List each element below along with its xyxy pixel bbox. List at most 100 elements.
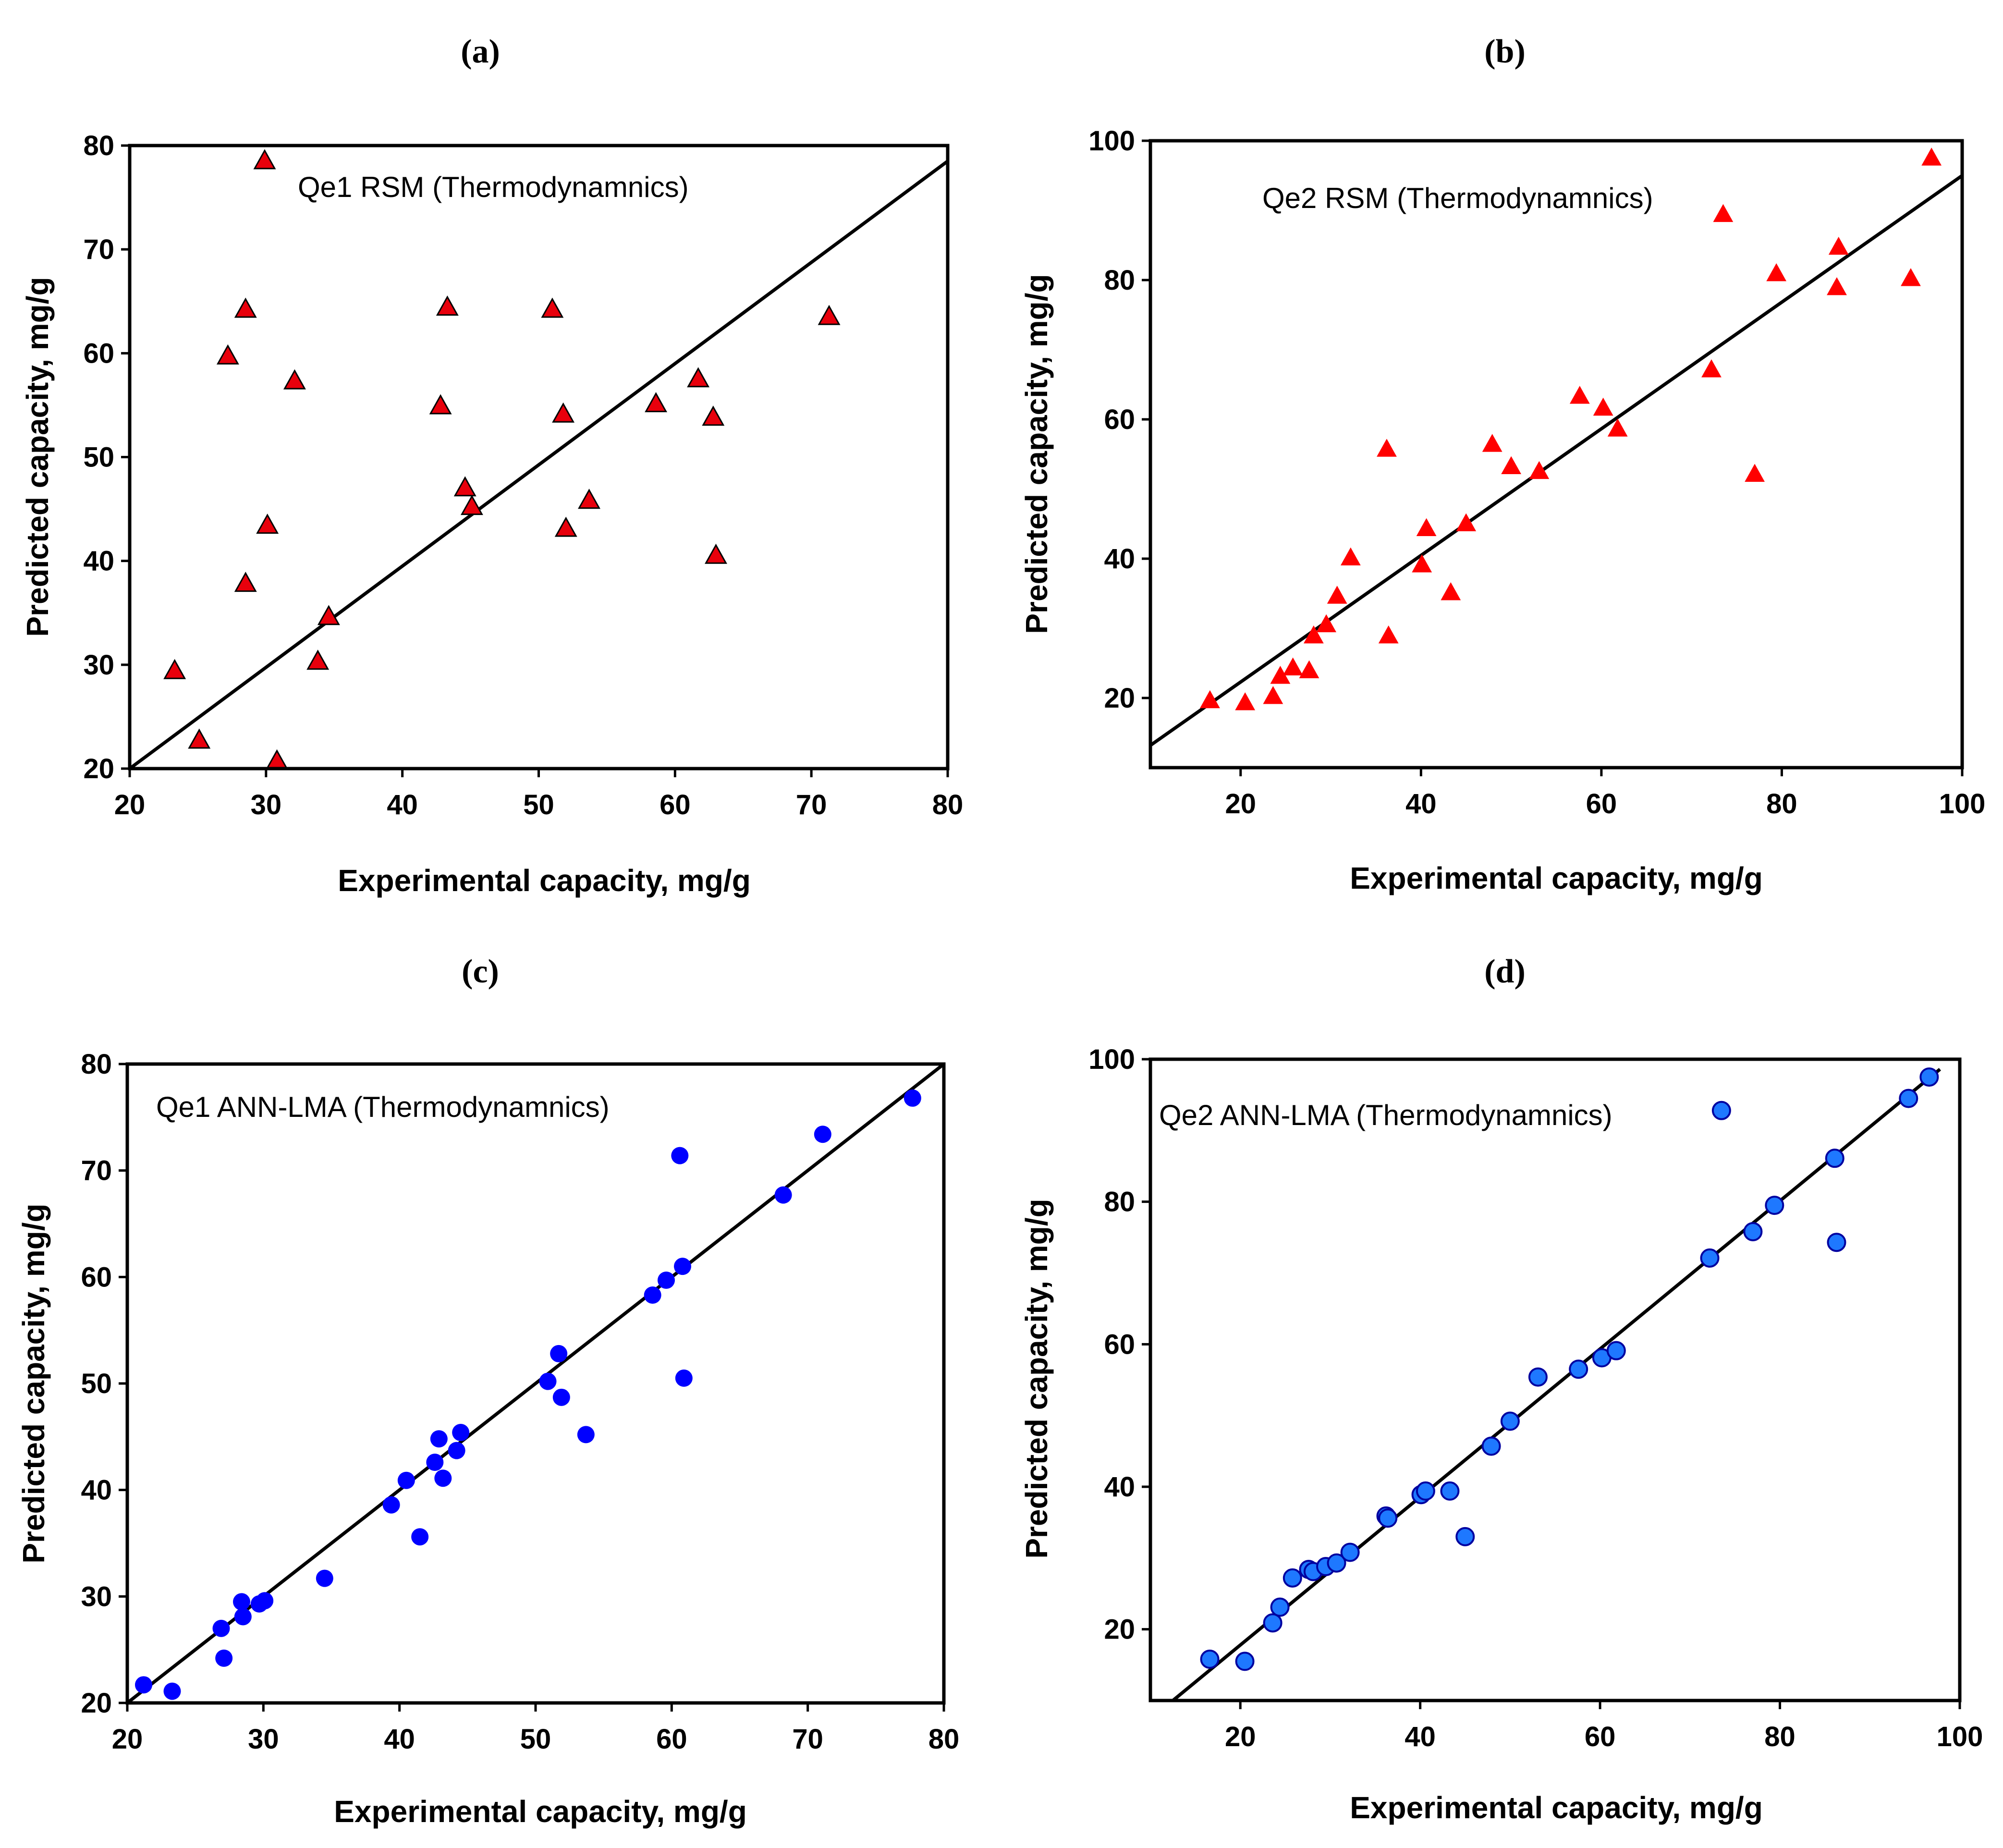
panel-a-ticks: 20 30 40 50 60 70 80 20 30 40 50 60 70 80: [83, 130, 963, 820]
panel-d-legend: Qe2 ANN-LMA (Thermodynamnics): [1159, 1099, 1612, 1131]
panel-a-data-point: [266, 749, 288, 770]
panel-d-y-tick-label: 60: [1104, 1329, 1135, 1360]
panel-c-fit-line: [126, 1063, 945, 1704]
panel-d-x-tick-label: 60: [1585, 1721, 1616, 1752]
panel-b-x-tick-label: 60: [1586, 788, 1617, 820]
panel-c-y-tick-label: 80: [81, 1049, 112, 1080]
panel-a-data-point: [317, 605, 340, 625]
panel-d: (d) 20 40 60 80 100 20 40 60 80 100 Qe2 ANN-LMA (…: [1019, 953, 1983, 1825]
panel-d-y-axis-title: Predicted capacity, mg/g: [1019, 1199, 1054, 1558]
panel-c-label: (c): [462, 953, 499, 990]
panel-a-data-point: [234, 572, 257, 592]
panel-a-y-tick-label: 20: [83, 753, 114, 784]
panel-a-label: (a): [461, 33, 500, 70]
panel-c-data-point: [539, 1372, 557, 1390]
panel-b-data-point: [1828, 236, 1849, 255]
panel-a-data-point: [818, 305, 841, 325]
panel-d-data-point: [1899, 1089, 1918, 1108]
panel-b-data-point: [1482, 434, 1502, 452]
panel-a-x-tick-label: 70: [796, 789, 827, 820]
panel-b-data-point: [1327, 586, 1347, 604]
panel-a-data-point: [256, 514, 279, 534]
panel-d-data-point: [1340, 1542, 1360, 1562]
panel-a-data-point: [541, 297, 564, 318]
panel-a-x-tick-label: 30: [251, 789, 282, 820]
panel-d-data-point: [1378, 1508, 1398, 1528]
panel-d-x-tick-label: 100: [1937, 1721, 1983, 1752]
panel-c-data-point: [397, 1471, 415, 1489]
panel-d-data-point: [1500, 1411, 1520, 1431]
panel-c-data-point: [552, 1388, 570, 1406]
panel-d-y-tick-label: 40: [1104, 1471, 1135, 1503]
panel-b-y-tick-label: 60: [1104, 404, 1135, 435]
panel-b-data-point: [1282, 657, 1303, 676]
panel-d-data-point: [1200, 1649, 1220, 1669]
panel-b-label: (b): [1484, 33, 1526, 70]
panel-a-legend: Qe1 RSM (Thermodynamnics): [298, 171, 689, 203]
panel-d-data-point: [1606, 1341, 1626, 1360]
panel-a-x-axis-title: Experimental capacity, mg/g: [338, 863, 751, 898]
panel-c-legend: Qe1 ANN-LMA (Thermodynamnics): [156, 1091, 610, 1123]
panel-c-data-point: [215, 1649, 233, 1667]
panel-d-data-point: [1919, 1067, 1939, 1087]
panel-d-x-axis-title: Experimental capacity, mg/g: [1350, 1790, 1763, 1825]
panel-a-x-tick-label: 40: [387, 789, 418, 820]
panel-b-data-point: [1607, 418, 1628, 437]
panel-a: (a) 20 30 40 50 60 70 80 20 30 40 50 60 70 80 Qe1 RSM…: [20, 33, 963, 898]
panel-b-data-point: [1456, 513, 1477, 531]
panel-b-data-point: [1441, 582, 1461, 600]
panel-b-data-point: [1827, 277, 1847, 295]
panel-d-plot-frame: [1148, 1057, 1962, 1702]
panel-d-points: [1200, 1067, 1939, 1671]
panel-c-y-tick-label: 20: [81, 1688, 112, 1719]
panel-d-data-point: [1235, 1652, 1255, 1671]
panel-c-x-axis-title: Experimental capacity, mg/g: [334, 1794, 747, 1829]
panel-c-y-tick-label: 30: [81, 1581, 112, 1612]
panel-b-data-point: [1340, 547, 1361, 565]
panel-b-y-axis-title: Predicted capacity, mg/g: [1019, 274, 1054, 634]
panel-d-data-point: [1263, 1613, 1282, 1633]
panel-d-y-tick-label: 100: [1088, 1044, 1135, 1075]
panel-c-data-point: [163, 1682, 181, 1700]
panel-b-data-point: [1501, 456, 1522, 474]
panel-a-data-point: [453, 476, 476, 497]
panel-c-data-point: [904, 1089, 921, 1107]
panel-b-data-point: [1745, 464, 1765, 482]
panel-c-x-tick-label: 20: [112, 1724, 143, 1755]
panel-c-x-tick-label: 80: [928, 1724, 960, 1755]
panel-a-data-point: [253, 149, 276, 170]
panel-c-y-axis-title: Predicted capacity, mg/g: [16, 1203, 51, 1563]
panel-d-data-point: [1528, 1367, 1548, 1387]
panel-a-y-tick-label: 40: [83, 546, 114, 577]
panel-b: (b) 20 40 60 80 100 20 40 60 80 100 Qe2 RSM (Ther…: [1019, 33, 1985, 895]
panel-a-y-tick-label: 70: [83, 234, 114, 265]
panel-b-data-point: [1766, 263, 1787, 281]
panel-a-y-tick-label: 50: [83, 442, 114, 473]
panel-d-fit-line-group: [1172, 1068, 1942, 1702]
panel-d-x-tick-label: 80: [1764, 1721, 1795, 1752]
panel-c-data-point: [233, 1593, 250, 1611]
panel-b-y-tick-label: 80: [1104, 265, 1135, 296]
panel-c: (c) 20 30 40 50 60 70 80 20 30 40 50 60 70 80 Qe1 ANN…: [16, 953, 959, 1829]
panel-c-x-tick-label: 60: [656, 1724, 687, 1755]
panel-a-data-point: [552, 402, 575, 423]
panel-c-data-point: [430, 1430, 448, 1448]
panel-b-y-tick-label: 40: [1104, 543, 1135, 575]
panel-d-data-point: [1825, 1149, 1844, 1168]
panel-d-y-tick-label: 20: [1104, 1614, 1135, 1645]
panel-c-data-point: [316, 1569, 333, 1587]
panel-a-y-tick-label: 30: [83, 649, 114, 681]
panel-b-data-point: [1270, 666, 1291, 684]
panel-b-data-point: [1299, 660, 1319, 678]
panel-c-data-point: [256, 1592, 274, 1610]
panel-c-data-point: [644, 1286, 661, 1304]
panel-b-data-point: [1200, 690, 1220, 709]
panel-d-data-point: [1765, 1196, 1784, 1215]
panel-c-data-point: [452, 1423, 470, 1441]
panel-b-legend: Qe2 RSM (Thermodynamnics): [1262, 182, 1653, 214]
panel-d-x-tick-label: 40: [1405, 1721, 1436, 1752]
panel-c-plot-frame: [125, 1062, 946, 1705]
panel-a-data-point: [578, 489, 600, 509]
panel-b-fit-line: [1149, 174, 1964, 747]
panel-b-data-point: [1901, 268, 1921, 286]
